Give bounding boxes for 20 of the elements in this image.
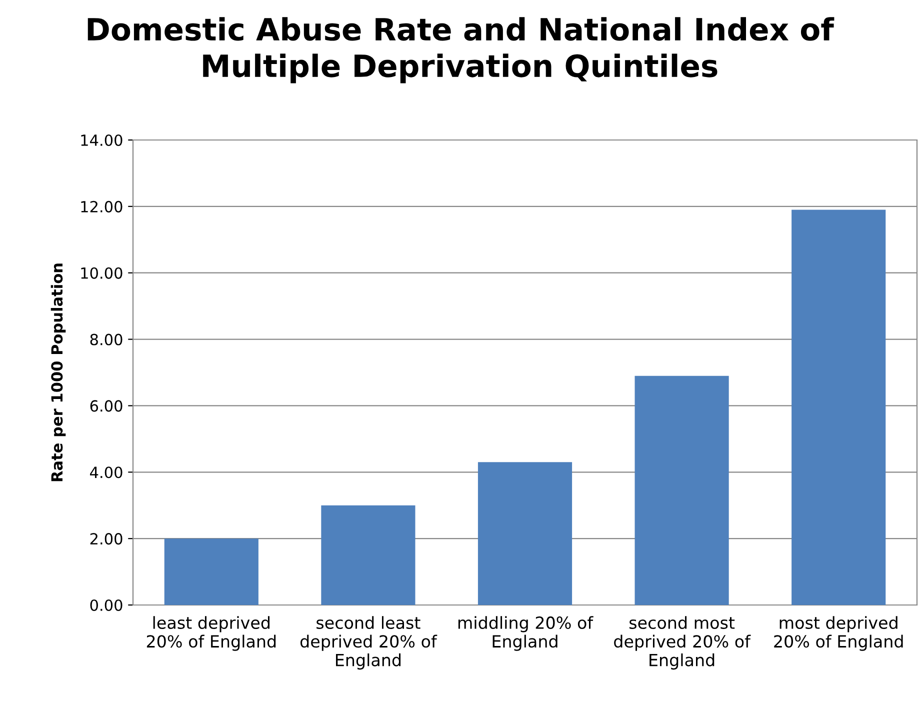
y-tick-label: 14.00	[81, 134, 122, 146]
y-tick-label: 12.00	[81, 200, 122, 212]
y-tick-label: 0.00	[90, 599, 122, 612]
x-tick-label: middling 20% of England	[458, 616, 594, 651]
x-tick-label: second least deprived 20% of England	[300, 616, 438, 670]
y-tick-label: 4.00	[90, 466, 122, 478]
y-tick-label: 6.00	[90, 400, 122, 412]
x-tick-label: most deprived 20% of England	[774, 616, 903, 651]
y-tick-label: 2.00	[90, 533, 122, 545]
x-tick-label: second most deprived 20% of England	[614, 616, 751, 670]
y-axis-title: Rate per 1000 Population	[50, 264, 66, 482]
x-tick-label: least deprived 20% of England	[146, 616, 276, 651]
chart-title: Domestic Abuse Rate and National Index of Multiple Deprivation Quintiles	[88, 17, 834, 84]
y-tick-label: 10.00	[81, 267, 122, 279]
bar	[634, 376, 729, 605]
bar	[164, 538, 258, 605]
bar	[478, 462, 572, 605]
bar	[792, 210, 886, 605]
bar	[321, 505, 416, 605]
y-tick-label: 8.00	[90, 334, 122, 346]
